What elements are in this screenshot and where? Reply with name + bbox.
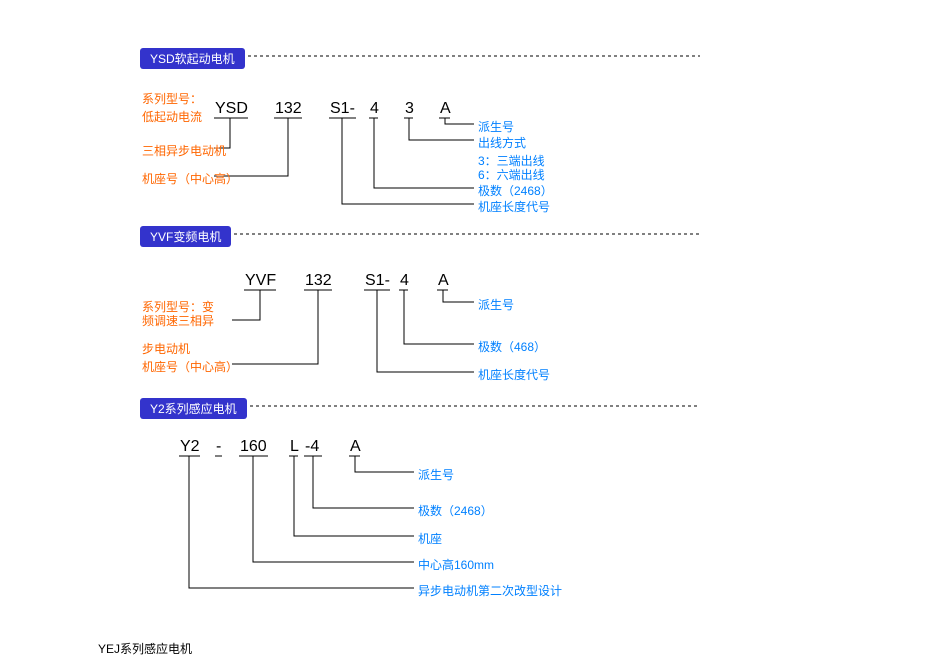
right-label: 派生号	[478, 296, 514, 313]
code-segment: A	[440, 100, 451, 118]
code-segment: -4	[305, 438, 319, 456]
section-header: YVF变频电机	[140, 226, 231, 247]
right-label: 机座长度代号	[478, 366, 550, 383]
left-label: 机座号（中心高）	[142, 170, 238, 187]
left-label: 步电动机	[142, 340, 190, 357]
code-segment: S1-	[365, 272, 390, 290]
code-segment: 4	[370, 100, 379, 118]
code-segment: 132	[275, 100, 302, 118]
right-label: 出线方式	[478, 134, 526, 151]
right-label: 极数（2468）	[478, 182, 553, 199]
code-segment: YVF	[245, 272, 276, 290]
code-segment: -	[216, 438, 221, 456]
footer-label: YEJ系列感应电机	[98, 640, 192, 657]
code-segment: YSD	[215, 100, 248, 118]
right-label: 机座长度代号	[478, 198, 550, 215]
left-label: 频调速三相异	[142, 312, 214, 329]
code-segment: L	[290, 438, 299, 456]
left-label: 机座号（中心高）	[142, 358, 238, 375]
left-label: 三相异步电动机	[142, 142, 226, 159]
code-segment: 160	[240, 438, 267, 456]
code-segment: 3	[405, 100, 414, 118]
right-label: 中心高160mm	[418, 556, 494, 573]
code-segment: 4	[400, 272, 409, 290]
right-label: 6：六端出线	[478, 166, 545, 183]
right-label: 极数（468）	[478, 338, 546, 355]
section-header: Y2系列感应电机	[140, 398, 247, 419]
code-segment: A	[438, 272, 449, 290]
left-label: 系列型号：	[142, 90, 202, 107]
right-label: 机座	[418, 530, 442, 547]
code-segment: 132	[305, 272, 332, 290]
right-label: 派生号	[418, 466, 454, 483]
left-label: 低起动电流	[142, 108, 202, 125]
right-label: 派生号	[478, 118, 514, 135]
right-label: 异步电动机第二次改型设计	[418, 582, 562, 599]
code-segment: A	[350, 438, 361, 456]
diagram-stage: YSD软起动电机 YSD 132 S1- 4 3 A 系列型号：低起动电流三相异步电动机机座号…	[0, 0, 945, 669]
code-segment: Y2	[180, 438, 200, 456]
section-header: YSD软起动电机	[140, 48, 245, 69]
right-label: 极数（2468）	[418, 502, 493, 519]
code-segment: S1-	[330, 100, 355, 118]
